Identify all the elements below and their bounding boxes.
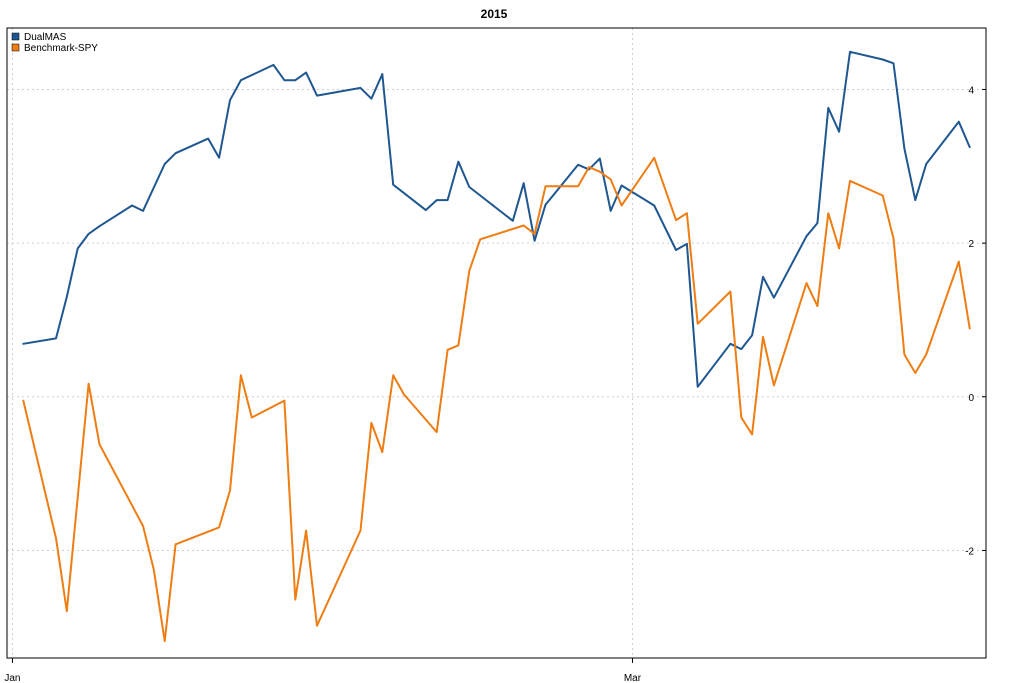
chart-title: 2015 bbox=[481, 7, 508, 21]
legend-label: Benchmark-SPY bbox=[24, 43, 98, 54]
x-tick-label: Mar bbox=[624, 673, 642, 683]
plot-border bbox=[6, 27, 987, 659]
legend-swatch bbox=[11, 43, 20, 52]
axis-layer: -2 0 2 4 Jan Mar bbox=[4, 85, 986, 683]
grid-layer bbox=[7, 28, 986, 658]
y-tick-label: 4 bbox=[968, 85, 974, 96]
legend-label: DualMAS bbox=[24, 32, 67, 43]
y-tick-label: 2 bbox=[968, 239, 974, 250]
x-tick-label: Jan bbox=[4, 673, 20, 683]
series-line-1 bbox=[22, 50, 971, 388]
series-layer bbox=[22, 50, 971, 643]
y-tick-label: -2 bbox=[965, 546, 974, 557]
y-tick-label: 0 bbox=[968, 393, 974, 404]
series-line-2 bbox=[22, 156, 971, 643]
legend-swatch bbox=[11, 32, 20, 41]
